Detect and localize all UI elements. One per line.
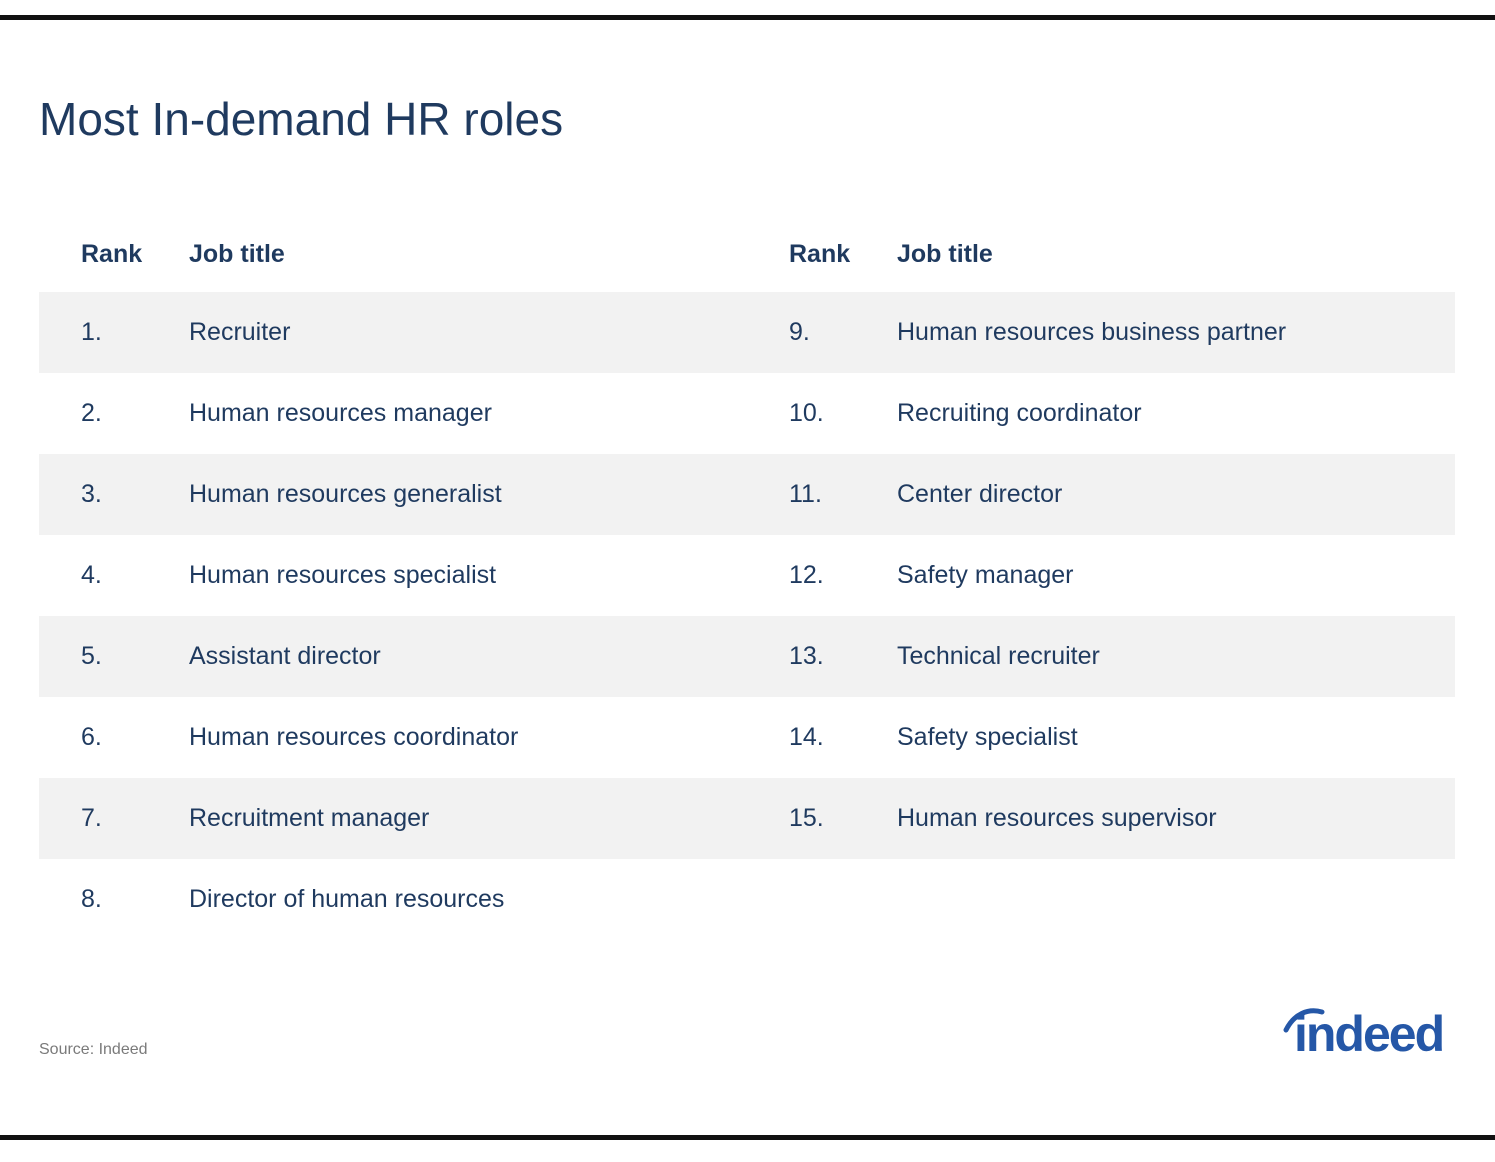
job-title-cell: Center director	[897, 480, 1063, 508]
header-rank-left: Rank	[81, 240, 143, 268]
job-title-cell: Human resources generalist	[189, 480, 502, 508]
rank-cell: 2.	[81, 399, 102, 427]
rank-cell: 12.	[789, 561, 824, 589]
table-header: Rank Job title Rank Job title	[39, 212, 1455, 292]
table-row: 3. Human resources generalist 11. Center…	[39, 454, 1455, 535]
rank-cell: 14.	[789, 723, 824, 751]
table-row: 5. Assistant director 13. Technical recr…	[39, 616, 1455, 697]
bottom-rule	[0, 1135, 1495, 1140]
table-row: 6. Human resources coordinator 14. Safet…	[39, 697, 1455, 778]
table-row: 1. Recruiter 9. Human resources business…	[39, 292, 1455, 373]
rank-cell: 10.	[789, 399, 824, 427]
rank-cell: 8.	[81, 885, 102, 913]
table-row: 7. Recruitment manager 15. Human resourc…	[39, 778, 1455, 859]
top-rule	[0, 15, 1495, 20]
job-title-cell: Safety specialist	[897, 723, 1078, 751]
rank-cell: 15.	[789, 804, 824, 832]
rank-cell: 5.	[81, 642, 102, 670]
job-title-cell: Human resources specialist	[189, 561, 497, 589]
job-title-cell: Recruiting coordinator	[897, 399, 1142, 427]
rank-cell: 3.	[81, 480, 102, 508]
roles-table: Rank Job title Rank Job title 1. Recruit…	[39, 212, 1455, 940]
header-rank-right: Rank	[789, 240, 851, 268]
rank-cell: 13.	[789, 642, 824, 670]
table-row: 2. Human resources manager 10. Recruitin…	[39, 373, 1455, 454]
indeed-arc-icon	[1283, 1008, 1325, 1033]
job-title-cell: Human resources supervisor	[897, 804, 1217, 832]
job-title-cell: Director of human resources	[189, 885, 505, 913]
job-title-cell: Human resources manager	[189, 399, 492, 427]
indeed-logo: indeed	[1282, 1008, 1458, 1060]
rank-cell: 6.	[81, 723, 102, 751]
rank-cell: 4.	[81, 561, 102, 589]
job-title-cell: Technical recruiter	[897, 642, 1100, 670]
page-title: Most In-demand HR roles	[39, 93, 564, 145]
header-job-title-left: Job title	[189, 240, 285, 268]
job-title-cell: Recruiter	[189, 318, 291, 346]
rank-cell: 9.	[789, 318, 810, 346]
job-title-cell: Human resources business partner	[897, 318, 1287, 346]
table-row: 4. Human resources specialist 12. Safety…	[39, 535, 1455, 616]
rank-cell: 1.	[81, 318, 102, 346]
job-title-cell: Recruitment manager	[189, 804, 430, 832]
logo-wordmark: indeed	[1294, 1006, 1445, 1062]
job-title-cell: Assistant director	[189, 642, 381, 670]
header-job-title-right: Job title	[897, 240, 993, 268]
source-note: Source: Indeed	[39, 1041, 148, 1058]
table-row: 8. Director of human resources	[39, 859, 1455, 940]
job-title-cell: Human resources coordinator	[189, 723, 519, 751]
rank-cell: 11.	[789, 480, 822, 508]
rank-cell: 7.	[81, 804, 102, 832]
job-title-cell: Safety manager	[897, 561, 1074, 589]
